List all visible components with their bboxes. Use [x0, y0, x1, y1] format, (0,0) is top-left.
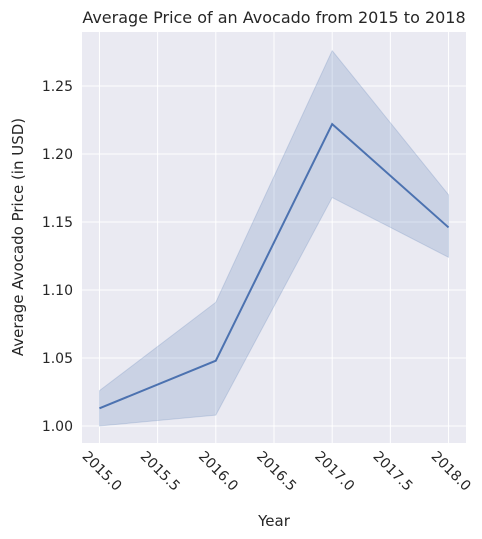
x-tick-label: 2015.5 [137, 449, 183, 495]
x-tick-label: 2017.0 [311, 449, 357, 495]
x-tick-label: 2018.0 [428, 449, 474, 495]
chart-title: Average Price of an Avocado from 2015 to… [82, 8, 465, 27]
y-tick-label: 1.15 [42, 215, 73, 231]
x-tick-label: 2016.5 [253, 449, 299, 495]
y-tick-label: 1.05 [42, 351, 73, 367]
y-tick-label: 1.10 [42, 283, 73, 299]
line [99, 122, 450, 410]
y-tick-label: 1.20 [42, 147, 73, 163]
x-tick-label: 2016.0 [195, 449, 241, 495]
x-axis-label: Year [257, 512, 291, 530]
x-tick-label: 2017.5 [370, 449, 416, 495]
x-tick-label: 2015.0 [79, 449, 125, 495]
y-axis-label: Average Avocado Price (in USD) [9, 118, 27, 356]
confidence-band [98, 49, 450, 427]
y-tick-label: 1.00 [42, 419, 73, 435]
y-tick-label: 1.25 [42, 79, 73, 95]
